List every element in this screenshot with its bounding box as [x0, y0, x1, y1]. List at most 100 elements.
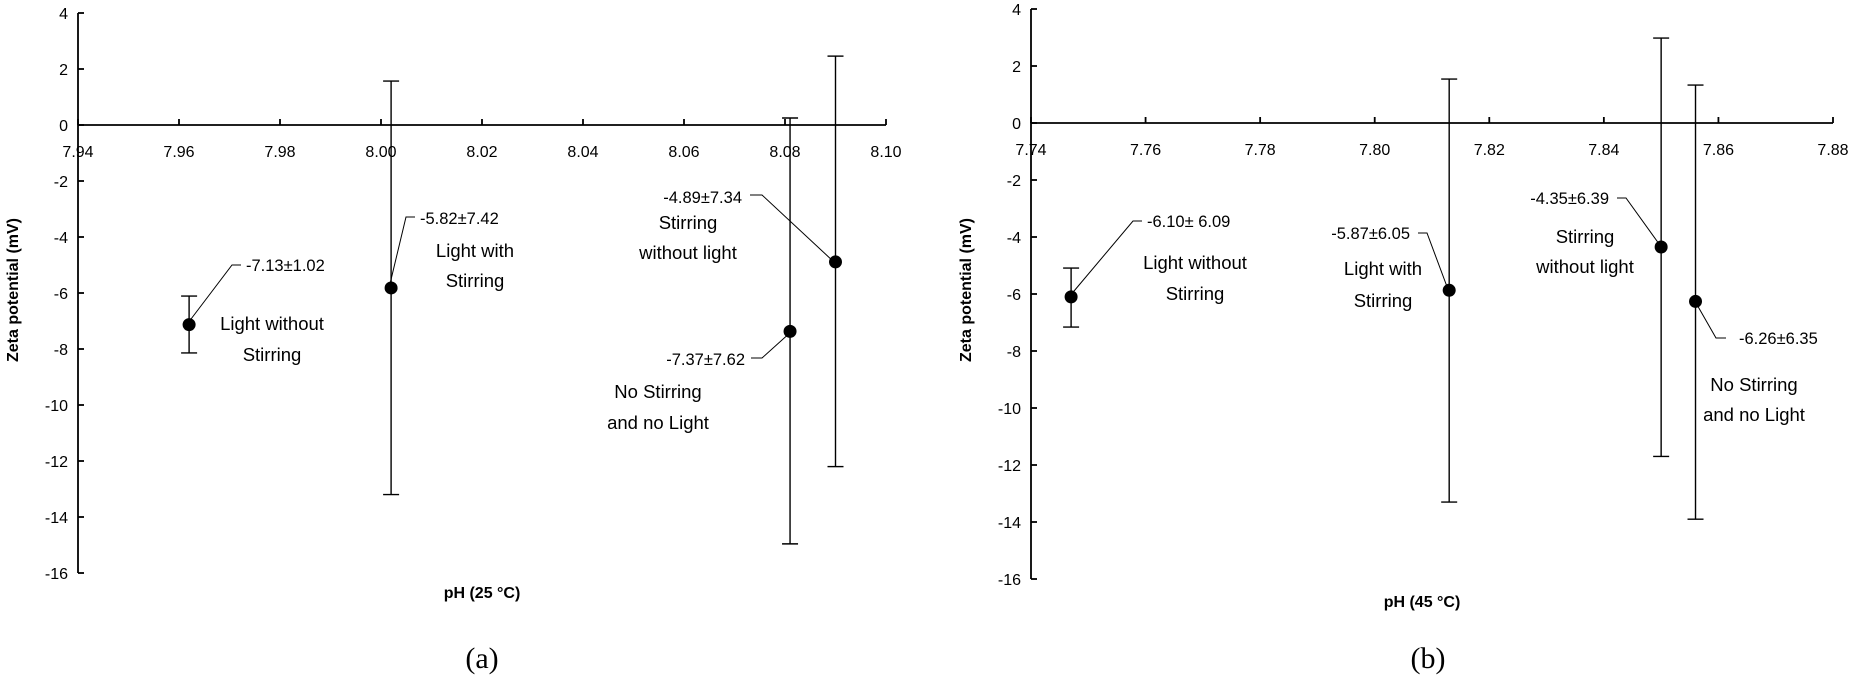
data-points-a — [181, 55, 844, 545]
y-axis-title-a: Zeta potential (mV) — [5, 218, 22, 362]
x-tick-label: 7.74 — [1015, 142, 1046, 159]
x-tick-label: 7.82 — [1474, 142, 1505, 159]
annotation-stirring-without-light-a: -4.89±7.34 Stirring without light — [638, 189, 835, 263]
category-label: and no Light — [607, 412, 709, 433]
leader-line — [751, 330, 793, 359]
y-tick-label: 2 — [1012, 59, 1021, 76]
y-tick-label: 4 — [59, 6, 68, 23]
y-tick-label: 2 — [59, 62, 68, 79]
x-tick-label: 7.94 — [62, 144, 93, 161]
annotation-stirring-without-light-b: -4.35±6.39 Stirring without light — [1530, 190, 1663, 277]
x-tick-label: 8.00 — [365, 144, 396, 161]
y-tick-label: -10 — [45, 398, 68, 415]
data-point-group — [383, 80, 400, 496]
category-label: Stirring — [1166, 283, 1225, 304]
category-label: Light with — [1344, 258, 1422, 279]
category-label: Stirring — [1556, 226, 1615, 247]
x-tick-label: 8.10 — [870, 144, 901, 161]
data-point-marker — [829, 255, 842, 269]
x-tick-label: 8.04 — [567, 144, 598, 161]
y-tick-label: -14 — [998, 515, 1021, 532]
data-point-group — [782, 117, 799, 545]
y-axis-title-b: Zeta potential (mV) — [958, 218, 975, 362]
data-point-group — [1063, 267, 1080, 328]
annotation-no-stirring-no-light-a: -7.37±7.62 No Stirring and no Light — [607, 330, 793, 433]
y-tick-label: -10 — [998, 401, 1021, 418]
data-point-marker — [1689, 294, 1703, 308]
y-tick-label: -16 — [45, 566, 68, 583]
y-tick-label: -4 — [1007, 230, 1021, 247]
x-axis-title-a: pH (25 °C) — [444, 585, 521, 602]
value-label: -7.37±7.62 — [666, 351, 745, 369]
y-tick-label: -16 — [998, 572, 1021, 589]
leader-line — [187, 264, 241, 324]
value-label: -5.87±6.05 — [1331, 225, 1410, 243]
leader-line — [1068, 220, 1142, 298]
value-label: -4.89±7.34 — [663, 189, 742, 207]
x-axis-title-b: pH (45 °C) — [1384, 594, 1461, 611]
annotation-no-stirring-no-light-b: -6.26±6.35 No Stirring and no Light — [1695, 302, 1818, 425]
axes-b: 4 2 0 -2 -4 -6 -8 -10 -12 -14 -16 7.74 7.76 7.78 7.80 7… — [998, 2, 1849, 589]
leader-line — [1418, 232, 1450, 293]
value-label: -7.13±1.02 — [246, 257, 325, 275]
y-tick-label: 0 — [59, 118, 68, 135]
value-label: -5.82±7.42 — [420, 210, 499, 228]
panel-label-b: (b) — [1411, 642, 1446, 675]
y-tick-label: 0 — [1012, 116, 1021, 133]
panel-label-a: (a) — [465, 642, 498, 675]
data-point-marker — [783, 324, 797, 338]
x-tick-label: 7.78 — [1245, 142, 1276, 159]
data-point-group — [1687, 84, 1704, 520]
y-tick-label: -12 — [998, 458, 1021, 475]
value-label: -4.35±6.39 — [1530, 190, 1609, 208]
leader-line — [1617, 197, 1663, 249]
category-label: without light — [1535, 256, 1634, 277]
category-label: without light — [638, 242, 737, 263]
x-tick-label: 7.84 — [1588, 142, 1619, 159]
data-point-group — [827, 55, 844, 468]
y-tick-label: -2 — [1007, 173, 1021, 190]
category-label: Light without — [1143, 252, 1247, 273]
x-tick-label: 8.08 — [769, 144, 800, 161]
x-tick-label: 7.80 — [1359, 142, 1390, 159]
category-label: Stirring — [243, 344, 302, 365]
data-point-group — [181, 295, 198, 354]
y-tick-label: -6 — [1007, 287, 1021, 304]
chart-panel-b: 4 2 0 -2 -4 -6 -8 -10 -12 -14 -16 7.74 7.76 7.78 7.80 7… — [958, 2, 1849, 675]
y-tick-label: -14 — [45, 510, 68, 527]
data-point-marker — [384, 281, 398, 295]
y-tick-label: -8 — [54, 342, 68, 359]
data-point-marker — [182, 318, 196, 332]
x-tick-label: 8.02 — [466, 144, 497, 161]
leader-line — [388, 216, 415, 289]
leader-line — [750, 194, 835, 263]
y-tick-label: 4 — [1012, 2, 1021, 19]
leader-line — [1695, 302, 1726, 339]
annotation-light-without-stirring-a: -7.13±1.02 Light without Stirring — [187, 257, 325, 365]
y-tick-label: -8 — [1007, 344, 1021, 361]
x-tick-label: 7.98 — [264, 144, 295, 161]
annotation-light-with-stirring-a: -5.82±7.42 Light with Stirring — [388, 210, 514, 291]
y-tick-label: -2 — [54, 174, 68, 191]
y-tick-label: -4 — [54, 230, 68, 247]
category-label: Stirring — [1354, 290, 1413, 311]
data-point-group — [1441, 78, 1458, 503]
data-point-marker — [1064, 290, 1078, 304]
value-label: -6.10± 6.09 — [1147, 213, 1230, 231]
x-tick-label: 7.86 — [1703, 142, 1734, 159]
data-points-b — [1063, 37, 1704, 520]
x-tick-label: 8.06 — [668, 144, 699, 161]
y-tick-label: -12 — [45, 454, 68, 471]
category-label: No Stirring — [1710, 374, 1797, 395]
x-tick-label: 7.96 — [163, 144, 194, 161]
annotation-light-with-stirring-b: -5.87±6.05 Light with Stirring — [1331, 225, 1450, 311]
category-label: and no Light — [1703, 404, 1805, 425]
category-label: Stirring — [446, 270, 505, 291]
data-point-marker — [1442, 283, 1456, 297]
value-label: -6.26±6.35 — [1739, 330, 1818, 348]
category-label: No Stirring — [614, 381, 701, 402]
x-tick-label: 7.76 — [1130, 142, 1161, 159]
axes-a: 4 2 0 -2 -4 -6 -8 -10 -12 -14 -16 7.94 7.96 7.98 8.00 8… — [45, 6, 902, 583]
category-label: Light without — [220, 313, 324, 334]
